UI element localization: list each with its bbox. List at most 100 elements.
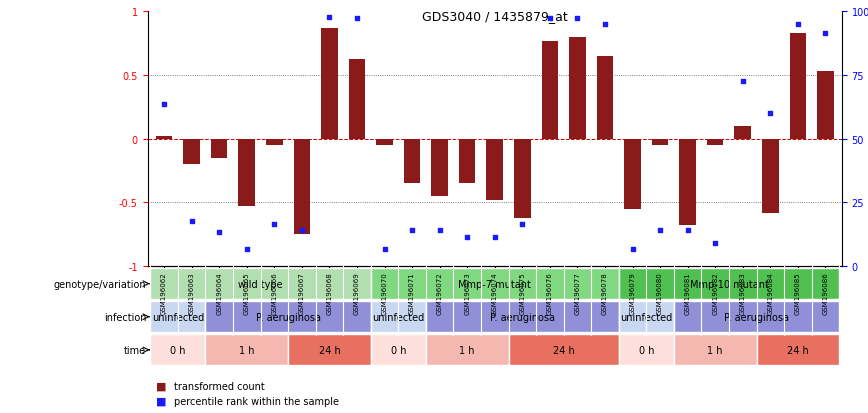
Text: time: time — [124, 345, 146, 355]
Text: ■: ■ — [156, 381, 167, 391]
Bar — [156, 137, 173, 140]
Text: GSM196065: GSM196065 — [244, 272, 250, 315]
Point — [708, 240, 722, 247]
Bar — [674, 301, 839, 332]
Bar — [624, 140, 641, 209]
Bar — [239, 140, 255, 206]
Text: GSM196064: GSM196064 — [216, 272, 222, 315]
Text: P. aeruginosa: P. aeruginosa — [490, 312, 555, 322]
Bar — [790, 34, 806, 140]
Bar — [509, 335, 619, 366]
Bar — [619, 268, 839, 299]
Point — [240, 247, 253, 253]
Point — [460, 234, 474, 240]
Text: 0 h: 0 h — [391, 345, 406, 355]
Bar — [150, 268, 371, 299]
Text: GSM196086: GSM196086 — [822, 272, 828, 315]
Bar — [734, 127, 751, 140]
Point — [626, 247, 640, 253]
Text: GSM196077: GSM196077 — [575, 272, 581, 315]
Point — [819, 31, 832, 37]
Text: 0 h: 0 h — [170, 345, 186, 355]
Bar — [426, 301, 619, 332]
Bar — [680, 140, 696, 226]
Bar — [371, 335, 426, 366]
Bar — [150, 335, 206, 366]
Point — [488, 234, 502, 240]
Bar — [674, 335, 757, 366]
Bar — [206, 335, 288, 366]
Text: GSM196072: GSM196072 — [437, 272, 443, 315]
Text: infection: infection — [103, 312, 146, 322]
Text: GSM196076: GSM196076 — [547, 272, 553, 315]
Text: GSM196068: GSM196068 — [326, 272, 332, 315]
Bar — [596, 57, 614, 140]
Text: 24 h: 24 h — [319, 345, 340, 355]
Bar — [211, 140, 227, 159]
Point — [763, 111, 777, 117]
Point — [405, 228, 419, 234]
Text: transformed count: transformed count — [174, 381, 265, 391]
Text: GSM196080: GSM196080 — [657, 272, 663, 315]
Bar — [431, 140, 448, 197]
Text: wild type: wild type — [238, 279, 283, 289]
Text: percentile rank within the sample: percentile rank within the sample — [174, 396, 339, 406]
Bar — [371, 268, 619, 299]
Text: P. aeruginosa: P. aeruginosa — [255, 312, 320, 322]
Text: uninfected: uninfected — [152, 312, 204, 322]
Point — [267, 221, 281, 228]
Point — [185, 218, 199, 225]
Bar — [266, 140, 283, 146]
Bar — [542, 42, 558, 140]
Bar — [321, 29, 338, 140]
Text: GSM196074: GSM196074 — [492, 272, 497, 315]
Bar — [376, 140, 393, 146]
Text: Mmp-10 mutant: Mmp-10 mutant — [689, 279, 768, 289]
Bar — [206, 301, 371, 332]
Text: GSM196075: GSM196075 — [519, 272, 525, 315]
Text: GSM196071: GSM196071 — [409, 272, 415, 315]
Bar — [404, 140, 420, 184]
Text: GSM196062: GSM196062 — [161, 272, 168, 315]
Text: GSM196069: GSM196069 — [354, 272, 360, 315]
Bar — [150, 301, 206, 332]
Point — [516, 221, 529, 228]
Text: uninfected: uninfected — [372, 312, 424, 322]
Text: 1 h: 1 h — [707, 345, 723, 355]
Point — [295, 228, 309, 234]
Point — [378, 247, 391, 253]
Text: GSM196084: GSM196084 — [767, 272, 773, 315]
Bar — [569, 38, 586, 140]
Point — [598, 22, 612, 28]
Text: GSM196083: GSM196083 — [740, 272, 746, 315]
Bar — [293, 140, 310, 235]
Text: ■: ■ — [156, 396, 167, 406]
Point — [350, 15, 364, 22]
Bar — [288, 335, 371, 366]
Bar — [652, 140, 668, 146]
Point — [433, 228, 447, 234]
Bar — [619, 301, 674, 332]
Point — [681, 228, 694, 234]
Text: GDS3040 / 1435879_at: GDS3040 / 1435879_at — [422, 10, 568, 23]
Bar — [817, 72, 833, 140]
Text: GSM196066: GSM196066 — [272, 272, 277, 315]
Bar — [486, 140, 503, 200]
Text: GSM196063: GSM196063 — [188, 272, 194, 315]
Text: Mmp-7 mutant: Mmp-7 mutant — [458, 279, 531, 289]
Bar — [426, 335, 509, 366]
Text: 24 h: 24 h — [553, 345, 575, 355]
Text: GSM196073: GSM196073 — [464, 272, 470, 315]
Point — [323, 14, 337, 21]
Point — [653, 228, 667, 234]
Text: GSM196081: GSM196081 — [685, 272, 691, 315]
Text: uninfected: uninfected — [621, 312, 673, 322]
Bar — [707, 140, 723, 146]
Point — [542, 15, 556, 22]
Text: GSM196078: GSM196078 — [602, 272, 608, 315]
Bar — [757, 335, 839, 366]
Text: 0 h: 0 h — [639, 345, 654, 355]
Text: GSM196079: GSM196079 — [629, 272, 635, 315]
Point — [157, 102, 171, 108]
Bar — [349, 59, 365, 140]
